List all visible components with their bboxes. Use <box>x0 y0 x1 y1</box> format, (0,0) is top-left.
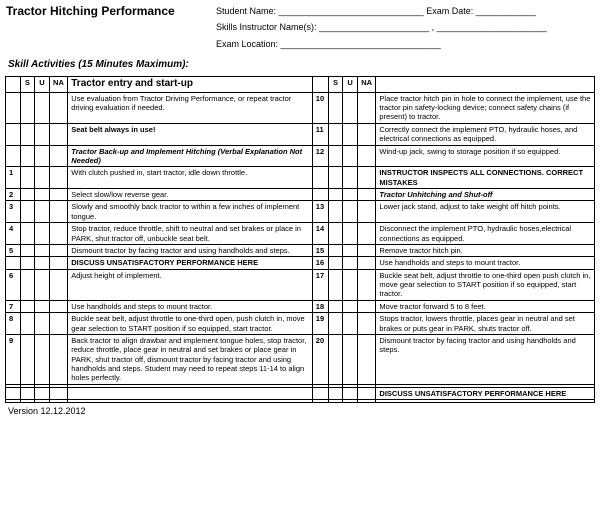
subtitle: Skill Activities (15 Minutes Maximum): <box>0 53 600 76</box>
table-row: 6Adjust height of implement.17Buckle sea… <box>6 269 595 300</box>
table-row: Tractor Back-up and Implement Hitching (… <box>6 145 595 167</box>
section-left: Tractor entry and start-up <box>68 77 313 93</box>
version: Version 12.12.2012 <box>0 403 600 419</box>
header-row: SUNA Tractor entry and start-up SUNA <box>6 77 595 93</box>
table-row: 2Select slow/low reverse gear.Tractor Un… <box>6 189 595 201</box>
table-row: 1With clutch pushed in, start tractor, i… <box>6 167 595 189</box>
table-row: 7Use handholds and steps to mount tracto… <box>6 300 595 312</box>
table-row: 4Stop tractor, reduce throttle, shift to… <box>6 223 595 245</box>
page-title: Tractor Hitching Performance <box>6 4 216 53</box>
skills-line: Skills Instructor Name(s): _____________… <box>216 20 594 34</box>
skill-table: SUNA Tractor entry and start-up SUNA Use… <box>5 76 595 403</box>
table-row: 3Slowly and smoothly back tractor to wit… <box>6 201 595 223</box>
table-row: Use evaluation from Tractor Driving Perf… <box>6 92 595 123</box>
table-row: DISCUSS UNSATISFACTORY PERFORMANCE HERE1… <box>6 257 595 269</box>
table-row: 5Dismount tractor by facing tractor and … <box>6 244 595 256</box>
header-fields: Student Name: __________________________… <box>216 4 594 53</box>
table-row: 8Buckle seat belt, adjust throttle to on… <box>6 313 595 335</box>
examloc-line: Exam Location: _________________________… <box>216 37 594 51</box>
student-line: Student Name: __________________________… <box>216 4 594 18</box>
table-row: Seat belt always in use!11Correctly conn… <box>6 123 595 145</box>
table-row: 9Back tractor to align drawbar and imple… <box>6 334 595 384</box>
table-row: DISCUSS UNSATISFACTORY PERFORMANCE HERE <box>6 387 595 399</box>
